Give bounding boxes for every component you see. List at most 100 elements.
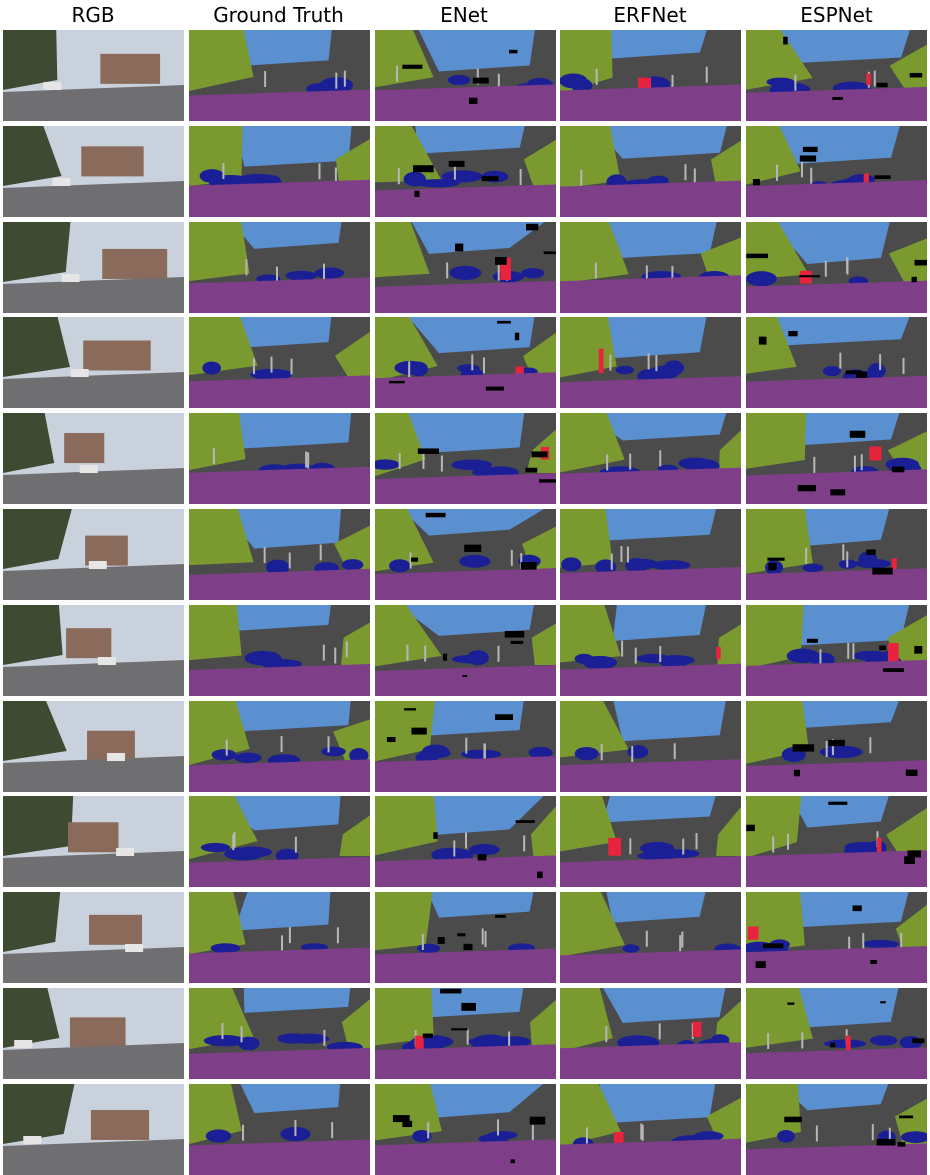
ground-truth-segmentation-row-2: [189, 126, 370, 217]
unlabeled-region: [755, 961, 766, 968]
unlabeled-region: [845, 370, 863, 375]
road-photo: [3, 564, 184, 600]
pole-region: [233, 831, 236, 848]
road-region: [560, 1138, 741, 1175]
ground-truth-segmentation-row-9: [189, 796, 370, 887]
vegetation-region: [560, 126, 621, 189]
unlabeled-region: [799, 155, 817, 162]
road-region: [189, 947, 370, 983]
tree-photo: [3, 509, 72, 569]
pole-region: [481, 928, 484, 945]
erfnet-segmentation-row-9: [560, 796, 741, 887]
pole-region: [842, 544, 845, 561]
pole-region: [466, 1028, 469, 1045]
road-region: [189, 1139, 370, 1175]
road-region: [189, 179, 370, 217]
espnet-segmentation-row-1: [746, 30, 927, 121]
building-photo: [68, 822, 119, 853]
pole-region: [240, 1026, 243, 1043]
unlabeled-region: [898, 1115, 914, 1119]
road-region: [560, 84, 741, 121]
unlabeled-region: [914, 645, 923, 654]
erfnet-segmentation-row-7: [560, 605, 741, 696]
sky-region: [427, 892, 534, 918]
unlabeled-region: [746, 253, 769, 259]
pole-region: [705, 66, 708, 83]
sky-region: [790, 796, 889, 828]
road-region: [746, 568, 927, 600]
vegetation-region: [560, 701, 629, 758]
espnet-segmentation-row-12: [746, 1084, 927, 1175]
pole-region: [252, 358, 255, 375]
erfnet-segmentation-row-6: [560, 509, 741, 600]
vegetation-region: [560, 605, 621, 663]
tree-photo: [3, 222, 71, 282]
car-region: [449, 265, 482, 281]
pole-region: [902, 358, 905, 375]
pole-region: [641, 1124, 644, 1141]
pole-region: [794, 74, 797, 91]
unlabeled-region: [866, 549, 876, 555]
car-region: [636, 653, 671, 664]
pole-region: [497, 1119, 500, 1136]
road-region: [746, 180, 927, 217]
unlabeled-region: [455, 243, 464, 252]
vegetation-region: [746, 509, 813, 574]
pole-region: [873, 70, 876, 87]
pole-region: [318, 163, 321, 180]
car-region: [389, 559, 411, 573]
unlabeled-region: [797, 485, 816, 492]
erfnet-segmentation-row-5: [560, 413, 741, 504]
unlabeled-region: [531, 451, 548, 458]
rgb-photo-row-5: [3, 413, 184, 504]
pole-region: [671, 74, 674, 91]
enet-segmentation-row-1: [375, 30, 556, 121]
unlabeled-region: [433, 832, 438, 840]
unlabeled-region: [443, 653, 448, 661]
pole-region: [888, 1127, 891, 1144]
unlabeled-region: [849, 430, 866, 438]
sky-region: [767, 317, 910, 346]
column-title-espnet: ESPNet: [800, 3, 873, 27]
vegetation-region: [189, 605, 242, 661]
car-region: [234, 752, 262, 763]
pole-region: [605, 1026, 608, 1043]
car-region: [237, 173, 281, 184]
person-region: [608, 837, 622, 856]
sky-region: [580, 509, 717, 541]
pole-region: [483, 743, 486, 760]
sky-region: [419, 701, 524, 737]
road-photo: [3, 660, 184, 696]
pole-region: [825, 741, 828, 758]
espnet-segmentation-row-8: [746, 701, 927, 792]
enet-segmentation-row-9: [375, 796, 556, 887]
vegetation-region: [375, 1084, 442, 1141]
vegetation-region: [746, 413, 806, 469]
rgb-photo-row-8: [3, 701, 184, 792]
enet-segmentation-row-7: [375, 605, 556, 696]
pole-region: [288, 927, 291, 944]
enet-segmentation-row-11: [375, 988, 556, 1079]
unlabeled-region: [830, 489, 846, 496]
car-region: [321, 746, 346, 757]
vegetation-region: [375, 796, 438, 856]
pole-region: [695, 833, 698, 850]
road-region: [375, 855, 556, 887]
unlabeled-region: [477, 854, 487, 861]
unlabeled-region: [788, 330, 798, 337]
pole-region: [819, 649, 822, 666]
pole-region: [424, 645, 427, 662]
sky-region: [787, 605, 910, 646]
vegetation-region: [523, 332, 556, 377]
building-photo: [85, 535, 128, 566]
erfnet-segmentation-row-4: [560, 317, 741, 408]
road-photo: [3, 277, 184, 313]
column-title-ground-truth: Ground Truth: [213, 3, 344, 27]
road-region: [746, 469, 927, 504]
pole-region: [335, 72, 338, 89]
road-region: [375, 1044, 556, 1079]
person-region: [869, 446, 882, 461]
vegetation-region: [189, 126, 243, 187]
car-region: [746, 271, 777, 287]
pole-region: [465, 832, 468, 849]
